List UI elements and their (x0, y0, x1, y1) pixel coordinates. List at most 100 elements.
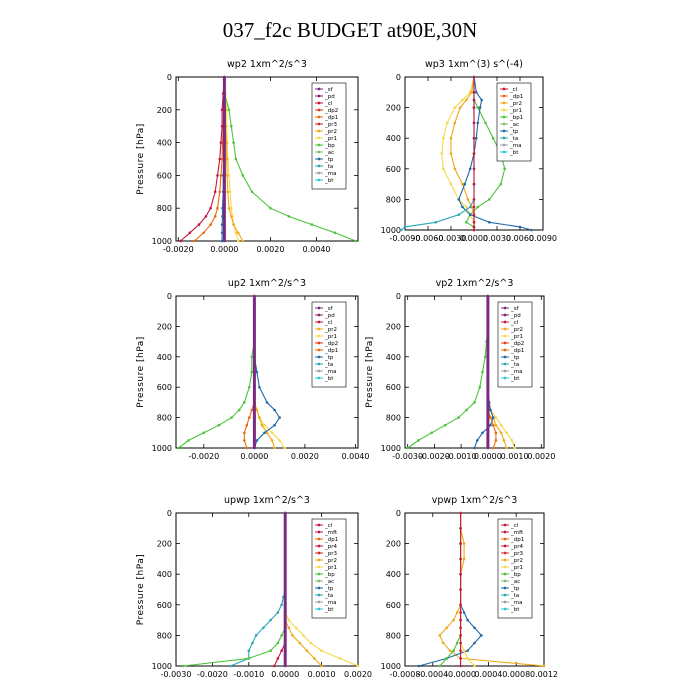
legend-marker (502, 129, 506, 133)
data-point (283, 542, 287, 545)
y-tick-label: 1000 (381, 662, 401, 671)
y-tick-label: 400 (157, 570, 172, 579)
data-point (491, 446, 495, 450)
legend-marker (503, 565, 507, 569)
legend-marker (317, 306, 321, 310)
data-point (459, 634, 462, 637)
chart-title: vp2 1xm^2/s^3 (436, 278, 514, 289)
data-point (218, 190, 222, 194)
legend: _sf_pd_cl_dp2_dp1_pr3_pr2_pr1_bp_ac_tp_t… (311, 82, 347, 190)
legend-entry: _pr1 (324, 565, 337, 571)
data-point (223, 141, 226, 144)
y-tick-label: 1000 (381, 444, 401, 453)
x-tick-label: -0.0000 (445, 670, 476, 679)
x-tick-label: 0.0012 (530, 670, 558, 679)
legend-marker (317, 376, 321, 380)
data-point (253, 408, 256, 412)
data-point (486, 401, 490, 404)
data-point (442, 136, 445, 140)
legend-marker (503, 320, 507, 324)
legend-entry: _cl (324, 101, 333, 107)
data-point (262, 626, 265, 630)
data-point (287, 215, 291, 218)
data-point (188, 231, 192, 235)
x-tick-label: 0.0000 (240, 452, 268, 461)
data-point (472, 75, 476, 79)
data-point (472, 152, 476, 155)
x-tick-label: 0.0000 (474, 452, 502, 461)
y-tick-label: 600 (157, 601, 172, 610)
legend-entry: _sf (324, 306, 334, 312)
data-point (406, 446, 410, 450)
legend-entry: _mft (324, 530, 338, 536)
data-point (220, 223, 224, 226)
legend-marker (317, 530, 321, 534)
legend-marker (317, 171, 321, 175)
chart-title: wp2 1xm^2/s^3 (227, 59, 307, 70)
data-point (278, 416, 281, 419)
legend-marker (317, 334, 321, 338)
legend-marker (317, 600, 321, 604)
legend-entry: _dp1 (324, 348, 338, 354)
data-point (486, 370, 490, 374)
legend: _cl_dp1_pr2_pr1_bp1_ac_tp_ta_ma_bt (496, 82, 532, 162)
data-point (466, 618, 469, 622)
data-point (213, 190, 217, 194)
legend-entry: _pr2 (324, 327, 337, 333)
data-point (476, 205, 480, 209)
legend-entry: _pr2 (324, 558, 337, 564)
y-tick-label: 800 (386, 414, 401, 423)
data-point (278, 439, 281, 442)
data-point (488, 198, 491, 201)
legend-entry: _cl (510, 523, 519, 529)
data-point (403, 225, 407, 229)
legend-marker (317, 523, 321, 527)
data-point (255, 408, 259, 412)
data-point (478, 106, 482, 109)
y-tick-label: 200 (386, 104, 401, 113)
data-point (445, 657, 449, 660)
data-point (486, 294, 490, 298)
data-point (223, 92, 226, 95)
x-tick-label: 0.0010 (308, 670, 336, 679)
data-point (483, 355, 487, 359)
legend-entry: _bt (324, 178, 334, 184)
chart-panel-4: vp2 1xm^2/s^302004006008001000-0.0030-0.… (365, 278, 555, 461)
data-point (253, 416, 256, 419)
x-tick-label: 0.0040 (303, 245, 331, 254)
data-point (229, 664, 232, 668)
data-point (465, 205, 468, 209)
legend-entry: _pr3 (510, 551, 524, 557)
data-point (486, 439, 490, 442)
legend-marker (317, 122, 321, 126)
data-point (486, 309, 490, 313)
chart-panel-5: upwp 1xm^2/s^3 0 200 400 600 800 1000-0.0030 -0… (136, 495, 372, 679)
data-point (283, 641, 287, 645)
data-point (230, 215, 233, 218)
legend-marker (317, 544, 321, 548)
data-point (225, 174, 229, 177)
chart-title: wp3 1xm^(3) s^(-4) (425, 59, 523, 70)
data-point (273, 664, 276, 668)
data-point (486, 355, 490, 359)
data-point (265, 401, 269, 404)
data-point (459, 657, 462, 660)
legend-entry: _pr4 (510, 544, 524, 550)
data-point (270, 439, 274, 442)
y-tick-label: 200 (386, 540, 401, 549)
data-point (445, 121, 449, 125)
x-tick-label: -0.0090 (390, 234, 421, 243)
data-point (494, 416, 498, 419)
chart-title: up2 1xm^2/s^3 (228, 278, 306, 289)
chart-title: upwp 1xm^2/s^3 (224, 495, 310, 506)
legend-entry: _bp (324, 143, 335, 149)
legend-marker (317, 87, 321, 91)
data-point (223, 108, 226, 112)
data-point (283, 626, 287, 630)
data-point (459, 572, 462, 576)
data-point (465, 98, 468, 102)
data-point (484, 121, 487, 125)
legend-entry: _mft (510, 530, 524, 536)
data-point (472, 221, 476, 224)
